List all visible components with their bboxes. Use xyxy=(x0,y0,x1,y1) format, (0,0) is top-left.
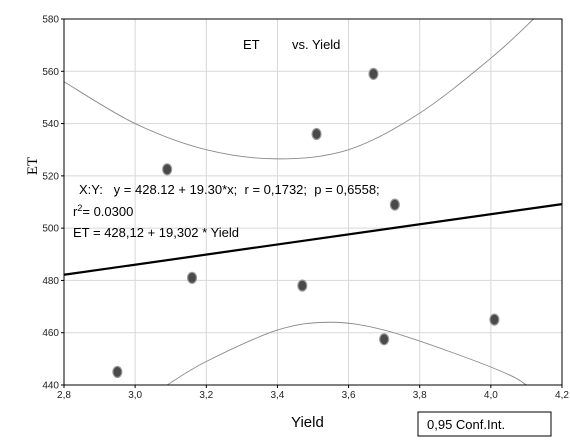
annotation-line1: X:Y: y = 428.12 + 19.30*x; r = 0,1732; p… xyxy=(79,182,380,197)
chart-title-et: ET xyxy=(243,37,260,52)
y-tick-label: 580 xyxy=(42,15,59,26)
annotation-line2-value: = 0.0300 xyxy=(82,204,133,219)
data-point xyxy=(379,333,390,346)
y-axis-label: ET xyxy=(25,157,41,175)
chart-title-vs-yield: vs. Yield xyxy=(292,37,340,52)
regression-line-group xyxy=(63,203,563,276)
data-point xyxy=(162,163,173,176)
x-tick-label: 2,8 xyxy=(57,390,71,401)
data-point xyxy=(112,365,123,379)
data-points xyxy=(112,67,500,379)
annotation-line2: r2= 0.0300 xyxy=(73,203,133,219)
x-tick-label: 3,2 xyxy=(199,390,213,401)
y-tick-label: 540 xyxy=(42,119,59,130)
data-point xyxy=(311,127,322,141)
legend-box xyxy=(417,411,552,437)
x-tick-label: 3,4 xyxy=(270,390,284,401)
y-tick-label: 520 xyxy=(42,171,59,182)
data-point xyxy=(389,198,400,211)
x-tick-label: 4,0 xyxy=(484,390,498,401)
annotation-line2-sup: 2 xyxy=(77,203,82,213)
x-tick-label: 3,8 xyxy=(413,390,427,401)
x-tick-label: 3,6 xyxy=(342,390,356,401)
annotation-line2-r: r xyxy=(73,204,78,219)
confidence-upper-line xyxy=(63,18,534,160)
x-tick-labels: 2,8 3,0 3,2 3,4 3,6 3,8 4,0 4,2 xyxy=(57,385,569,401)
confidence-bands xyxy=(63,18,534,386)
data-point xyxy=(489,313,500,326)
x-tick-label: 3,0 xyxy=(128,390,142,401)
confidence-lower-line xyxy=(166,321,527,386)
y-tick-label: 480 xyxy=(42,276,59,287)
plot-frame xyxy=(63,18,563,386)
y-tick-labels: 440 460 480 500 520 540 560 580 xyxy=(42,15,64,392)
annotation-line3: ET = 428,12 + 19,302 * Yield xyxy=(73,225,239,240)
x-axis-label: Yield xyxy=(291,414,324,431)
data-point xyxy=(297,279,308,292)
grid xyxy=(64,19,562,385)
y-tick-label: 500 xyxy=(42,224,59,235)
y-tick-label: 560 xyxy=(42,67,59,78)
regression-line xyxy=(63,203,563,276)
y-tick-label: 440 xyxy=(42,381,59,392)
data-point xyxy=(186,271,198,284)
x-tick-label: 4,2 xyxy=(555,390,569,401)
y-tick-label: 460 xyxy=(42,328,59,339)
legend-label: 0,95 Conf.Int. xyxy=(427,417,505,432)
data-point xyxy=(368,67,379,81)
